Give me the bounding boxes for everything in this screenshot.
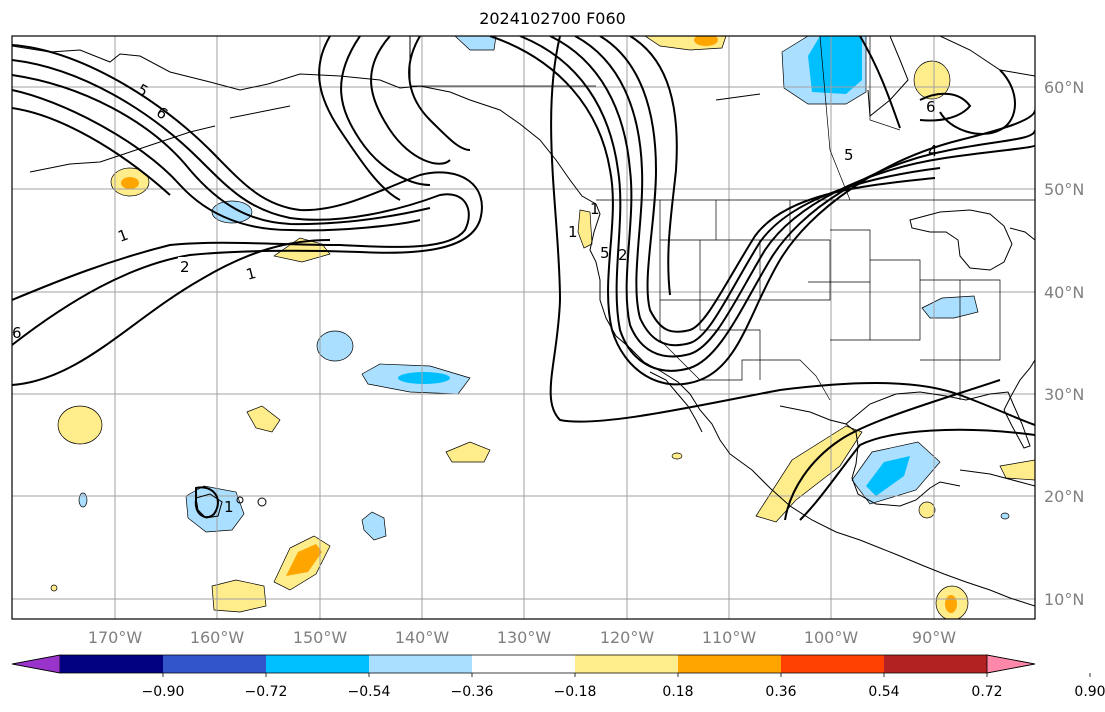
- positive-anomaly: [671, 452, 683, 460]
- lon-tick-label: 150°W: [293, 628, 348, 647]
- positive-anomaly: [918, 501, 936, 519]
- contour-label: 1: [224, 498, 234, 516]
- negative-anomaly: [361, 511, 387, 541]
- latitude-labels: 60°N 50°N 40°N 30°N 20°N 10°N: [1044, 78, 1084, 609]
- negative-anomaly: [1000, 512, 1010, 520]
- negative-anomaly: [78, 492, 88, 508]
- positive-anomaly: [913, 60, 951, 100]
- colorbar-segment: [472, 655, 576, 673]
- positive-anomaly: [121, 177, 139, 189]
- lon-tick-label: 130°W: [497, 628, 552, 647]
- colorbar-label: −0.18: [554, 684, 597, 700]
- colorbar-segment: [884, 655, 988, 673]
- lat-tick-label: 60°N: [1044, 78, 1084, 97]
- lat-tick-label: 30°N: [1044, 385, 1084, 404]
- colorbar-label: −0.90: [142, 684, 185, 700]
- lon-tick-label: 170°W: [88, 628, 143, 647]
- negative-anomaly: [398, 372, 450, 384]
- colorbar-extend-high: [986, 654, 1036, 674]
- colorbar-label: −0.72: [245, 684, 288, 700]
- contour-label: 1: [568, 223, 578, 241]
- positive-anomaly: [945, 595, 957, 613]
- colorbar: −0.90 −0.72 −0.54 −0.36 −0.18 0.18 0.36 0.54 0.7…: [11, 654, 1105, 700]
- positive-anomaly: [577, 209, 593, 249]
- contour-label: 2: [180, 258, 190, 276]
- coastlines: [12, 36, 1035, 607]
- positive-anomaly: [755, 425, 863, 523]
- colorbar-segment: [60, 655, 164, 673]
- positive-anomaly: [999, 459, 1035, 481]
- chart-title: 2024102700 F060: [479, 9, 626, 28]
- colorbar-label: 0.36: [765, 684, 796, 700]
- negative-anomaly: [316, 330, 354, 362]
- contour-label: 6: [12, 324, 22, 342]
- longitude-labels: 170°W 160°W 150°W 140°W 130°W 120°W 110°…: [88, 628, 956, 647]
- lon-tick-label: 100°W: [804, 628, 859, 647]
- colorbar-label: 0.18: [662, 684, 693, 700]
- positive-anomaly: [50, 584, 58, 592]
- positive-anomaly: [211, 579, 267, 613]
- colorbar-frame: [11, 654, 1036, 674]
- lon-tick-label: 120°W: [600, 628, 655, 647]
- colorbar-segment: [369, 655, 473, 673]
- contour-label: 5: [844, 146, 854, 164]
- colorbar-extend-low: [11, 654, 61, 674]
- lon-tick-label: 160°W: [190, 628, 245, 647]
- negative-anomaly: [866, 456, 910, 496]
- contour-label: 6: [926, 98, 936, 116]
- colorbar-label: −0.54: [348, 684, 391, 700]
- lat-tick-label: 10°N: [1044, 590, 1084, 609]
- negative-anomaly: [921, 295, 979, 319]
- colorbar-segment: [781, 655, 885, 673]
- negative-anomaly: [185, 485, 245, 533]
- lat-tick-label: 50°N: [1044, 180, 1084, 199]
- map-panel: 1 2 1 5 6 4 1 2 5 6 1 5 6 1: [12, 36, 1035, 619]
- positive-anomaly: [286, 544, 322, 576]
- contour-label: 1: [590, 200, 600, 218]
- map-frame: [11, 35, 1036, 620]
- colorbar-segment: [266, 655, 370, 673]
- positive-anomaly: [246, 405, 281, 433]
- contour-label: 1: [244, 264, 258, 284]
- colorbar-label: 0.54: [868, 684, 899, 700]
- colorbar-label: 0.72: [971, 684, 1002, 700]
- lon-tick-label: 90°W: [912, 628, 956, 647]
- lat-tick-label: 20°N: [1044, 487, 1084, 506]
- contours: [12, 36, 1035, 521]
- lat-tick-label: 40°N: [1044, 283, 1084, 302]
- colorbar-label: −0.36: [451, 684, 494, 700]
- colorbar-segment: [575, 655, 679, 673]
- negative-anomaly: [454, 36, 497, 51]
- contour-labels: 1 2 1 5 6 4 1 2 5 6 1 5 6 1: [12, 80, 938, 516]
- positive-anomaly: [694, 36, 718, 46]
- colorbar-segment: [678, 655, 782, 673]
- lon-tick-label: 110°W: [702, 628, 757, 647]
- negative-anomaly: [808, 36, 862, 94]
- colorbar-label: 0.90: [1074, 684, 1105, 700]
- contour-label: 4: [928, 142, 938, 160]
- colorbar-segment: [163, 655, 267, 673]
- contour-label: 2: [618, 246, 628, 264]
- positive-anomaly: [445, 441, 491, 463]
- lon-tick-label: 140°W: [395, 628, 450, 647]
- positive-anomaly: [57, 405, 103, 445]
- contour-label: 5: [600, 244, 610, 262]
